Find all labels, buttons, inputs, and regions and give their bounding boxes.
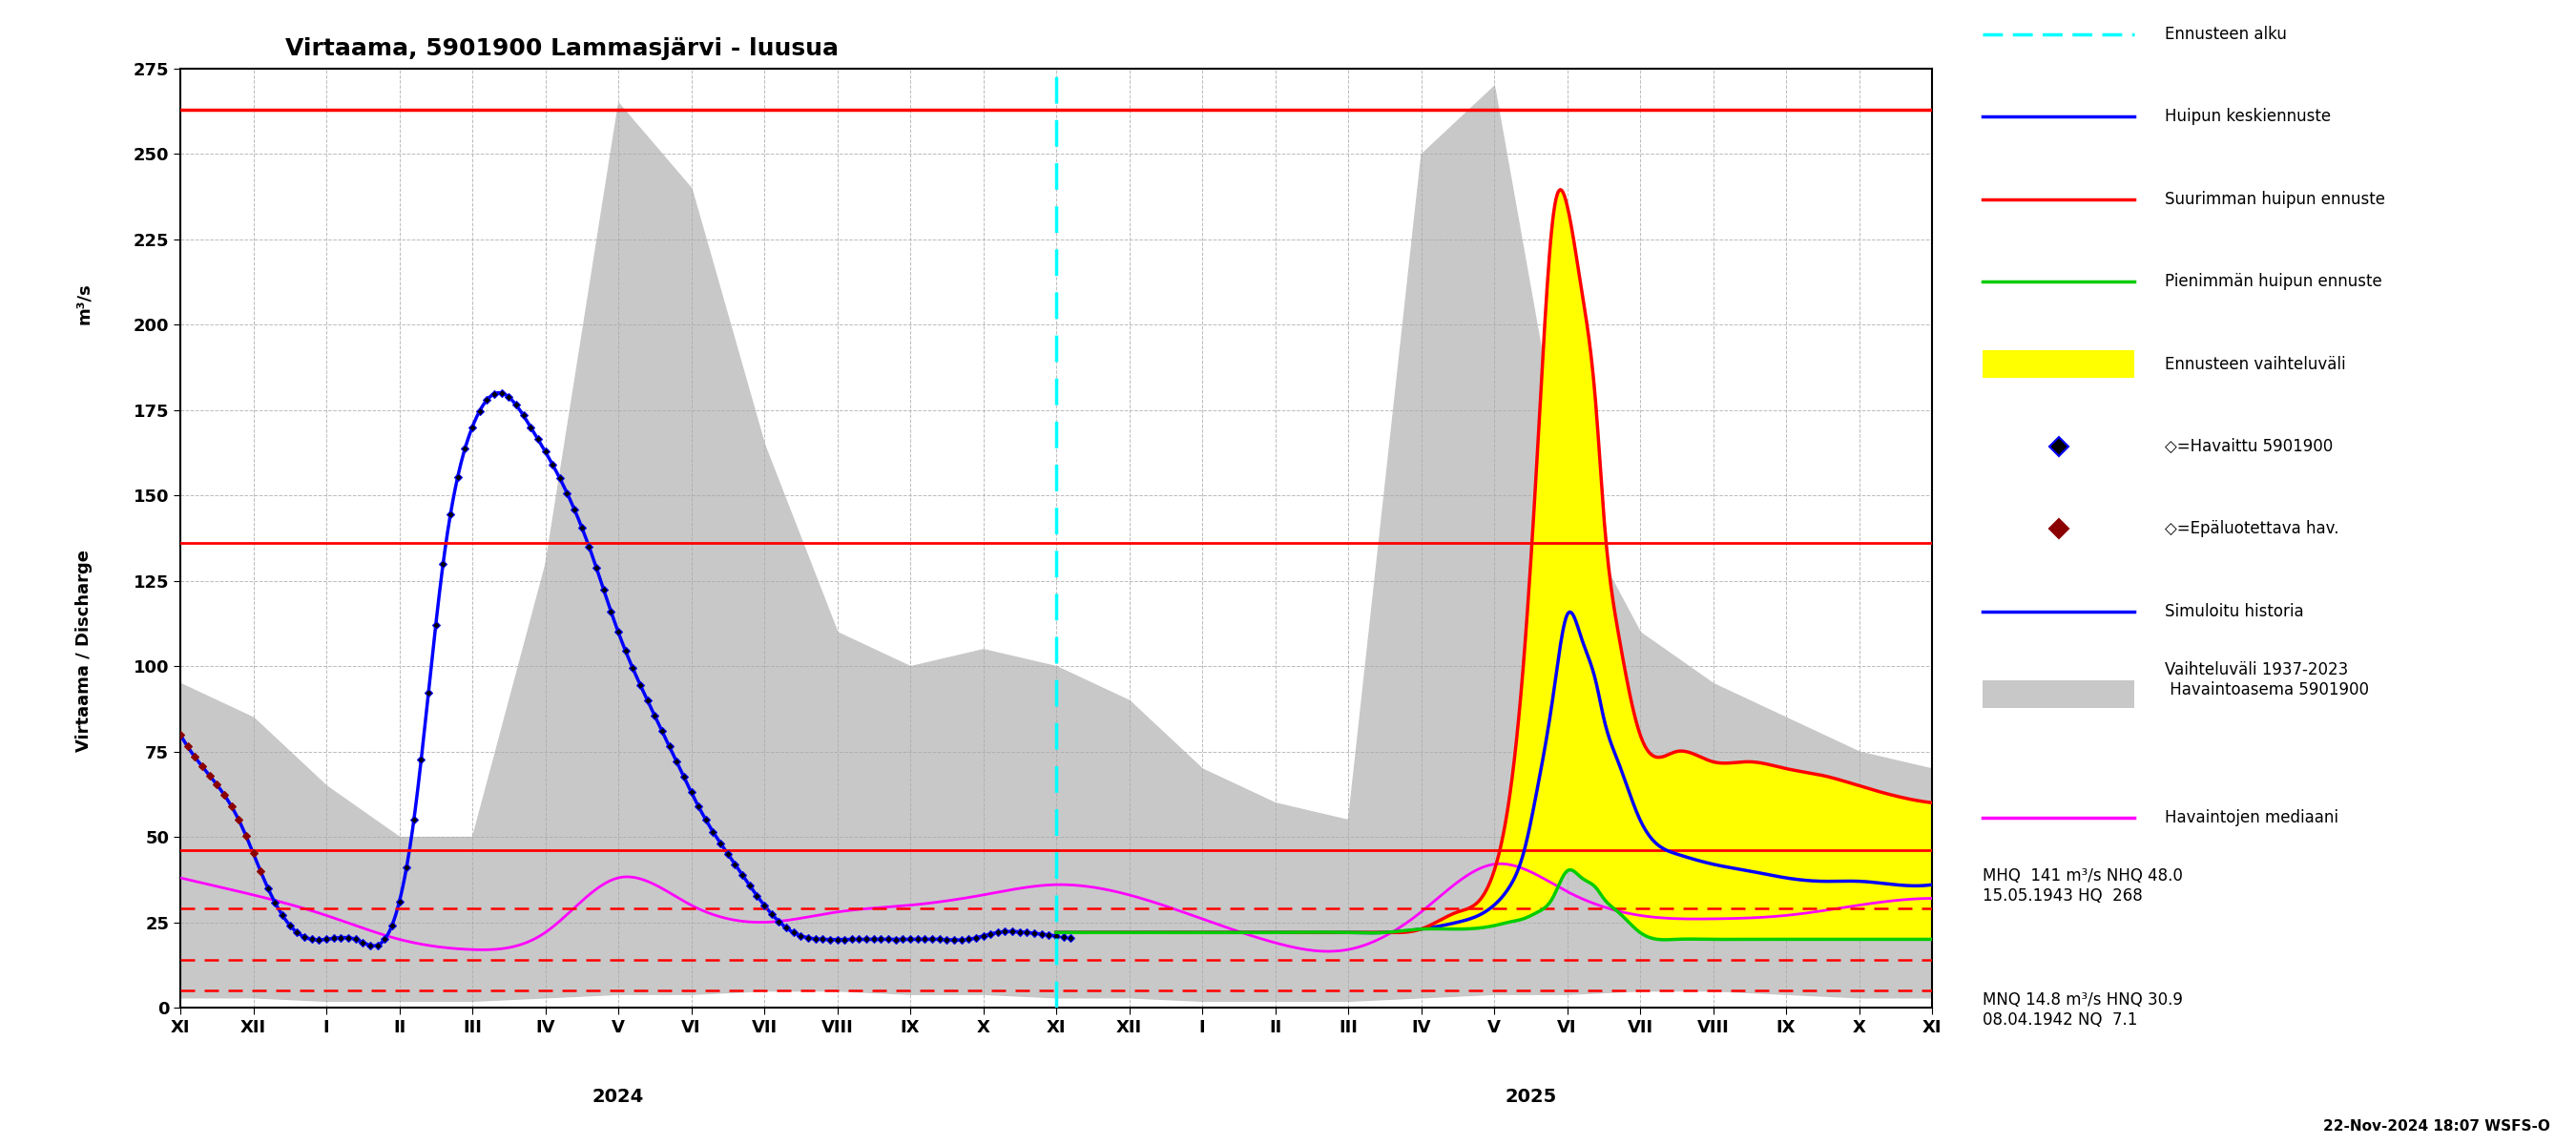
- Text: Virtaama / Discharge: Virtaama / Discharge: [75, 550, 93, 752]
- Text: Huipun keskiennuste: Huipun keskiennuste: [2164, 108, 2331, 125]
- Text: Havaintojen mediaani: Havaintojen mediaani: [2164, 808, 2339, 826]
- Text: ◇=Havaittu 5901900: ◇=Havaittu 5901900: [2164, 437, 2331, 455]
- Text: Ennusteen alku: Ennusteen alku: [2164, 25, 2287, 42]
- Text: 22-Nov-2024 18:07 WSFS-O: 22-Nov-2024 18:07 WSFS-O: [2324, 1120, 2550, 1134]
- Text: m³/s: m³/s: [75, 283, 93, 324]
- Text: Simuloitu historia: Simuloitu historia: [2164, 602, 2303, 619]
- Text: Suurimman huipun ennuste: Suurimman huipun ennuste: [2164, 190, 2385, 207]
- Text: 2025: 2025: [1504, 1088, 1556, 1106]
- FancyBboxPatch shape: [1984, 350, 2133, 378]
- Text: MHQ  141 m³/s NHQ 48.0
15.05.1943 HQ  268: MHQ 141 m³/s NHQ 48.0 15.05.1943 HQ 268: [1984, 868, 2182, 905]
- Text: ◇=Epäluotettava hav.: ◇=Epäluotettava hav.: [2164, 520, 2339, 537]
- Text: Vaihteluväli 1937-2023
 Havaintoasema 5901900: Vaihteluväli 1937-2023 Havaintoasema 590…: [2164, 662, 2367, 698]
- Text: Pienimmän huipun ennuste: Pienimmän huipun ennuste: [2164, 273, 2383, 290]
- Text: MNQ 14.8 m³/s HNQ 30.9
08.04.1942 NQ  7.1: MNQ 14.8 m³/s HNQ 30.9 08.04.1942 NQ 7.1: [1984, 992, 2182, 1028]
- Text: 2024: 2024: [592, 1088, 644, 1106]
- Text: Ennusteen vaihteluväli: Ennusteen vaihteluväli: [2164, 355, 2344, 372]
- Text: Virtaama, 5901900 Lammasjärvi - luusua: Virtaama, 5901900 Lammasjärvi - luusua: [286, 38, 840, 61]
- FancyBboxPatch shape: [1984, 680, 2133, 708]
